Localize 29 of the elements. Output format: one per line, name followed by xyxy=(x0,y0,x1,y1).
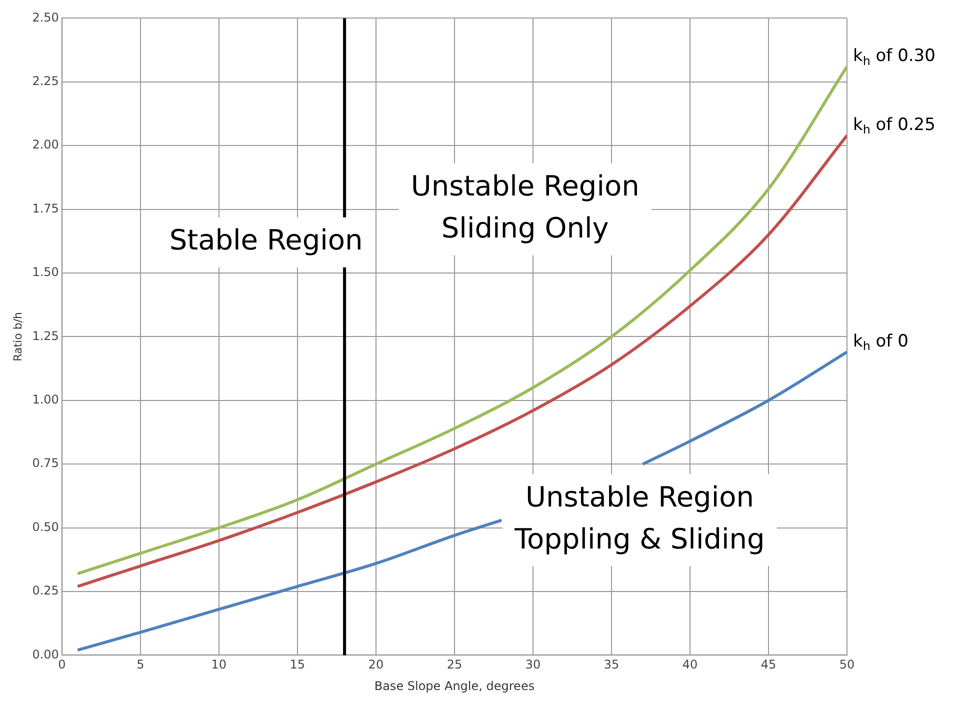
line-series xyxy=(76,65,847,576)
y-tick-label: 1.50 xyxy=(32,265,59,280)
y-tick-label: 2.00 xyxy=(32,138,59,152)
y-tick-label: 0.25 xyxy=(32,584,59,598)
y-tick-label: 0.50 xyxy=(32,520,59,534)
y-tick-label: 0.00 xyxy=(32,647,59,662)
y-tick-label: 1.00 xyxy=(32,392,59,407)
x-tick-label: 15 xyxy=(290,658,306,672)
x-tick-label: 5 xyxy=(136,658,144,672)
line-series xyxy=(76,134,847,588)
annotation: Unstable Region Sliding Only xyxy=(410,170,640,245)
annotation: Unstable Region Toppling & Sliding xyxy=(514,480,765,556)
y-tick-label: 2.25 xyxy=(32,74,59,88)
x-tick-label: 0 xyxy=(58,658,66,672)
y-tick-label: 1.75 xyxy=(32,201,59,216)
x-tick-label: 20 xyxy=(368,658,384,672)
y-tick-label: 0.75 xyxy=(32,456,59,470)
x-tick-label: 35 xyxy=(604,658,620,672)
annotation: Stable Region xyxy=(169,224,363,257)
x-axis-title: Base Slope Angle, degrees xyxy=(374,678,535,693)
x-tick-label: 45 xyxy=(760,658,776,672)
y-tick-label: 1.25 xyxy=(32,328,59,343)
x-tick-label: 25 xyxy=(446,658,462,672)
x-tick-label: 30 xyxy=(525,658,541,672)
x-tick-label: 40 xyxy=(682,658,698,672)
x-tick-label: 10 xyxy=(211,658,227,672)
x-tick-label: 50 xyxy=(839,658,855,672)
y-axis-title: Ratio b/h xyxy=(11,312,24,362)
y-tick-label: 2.50 xyxy=(32,10,59,24)
